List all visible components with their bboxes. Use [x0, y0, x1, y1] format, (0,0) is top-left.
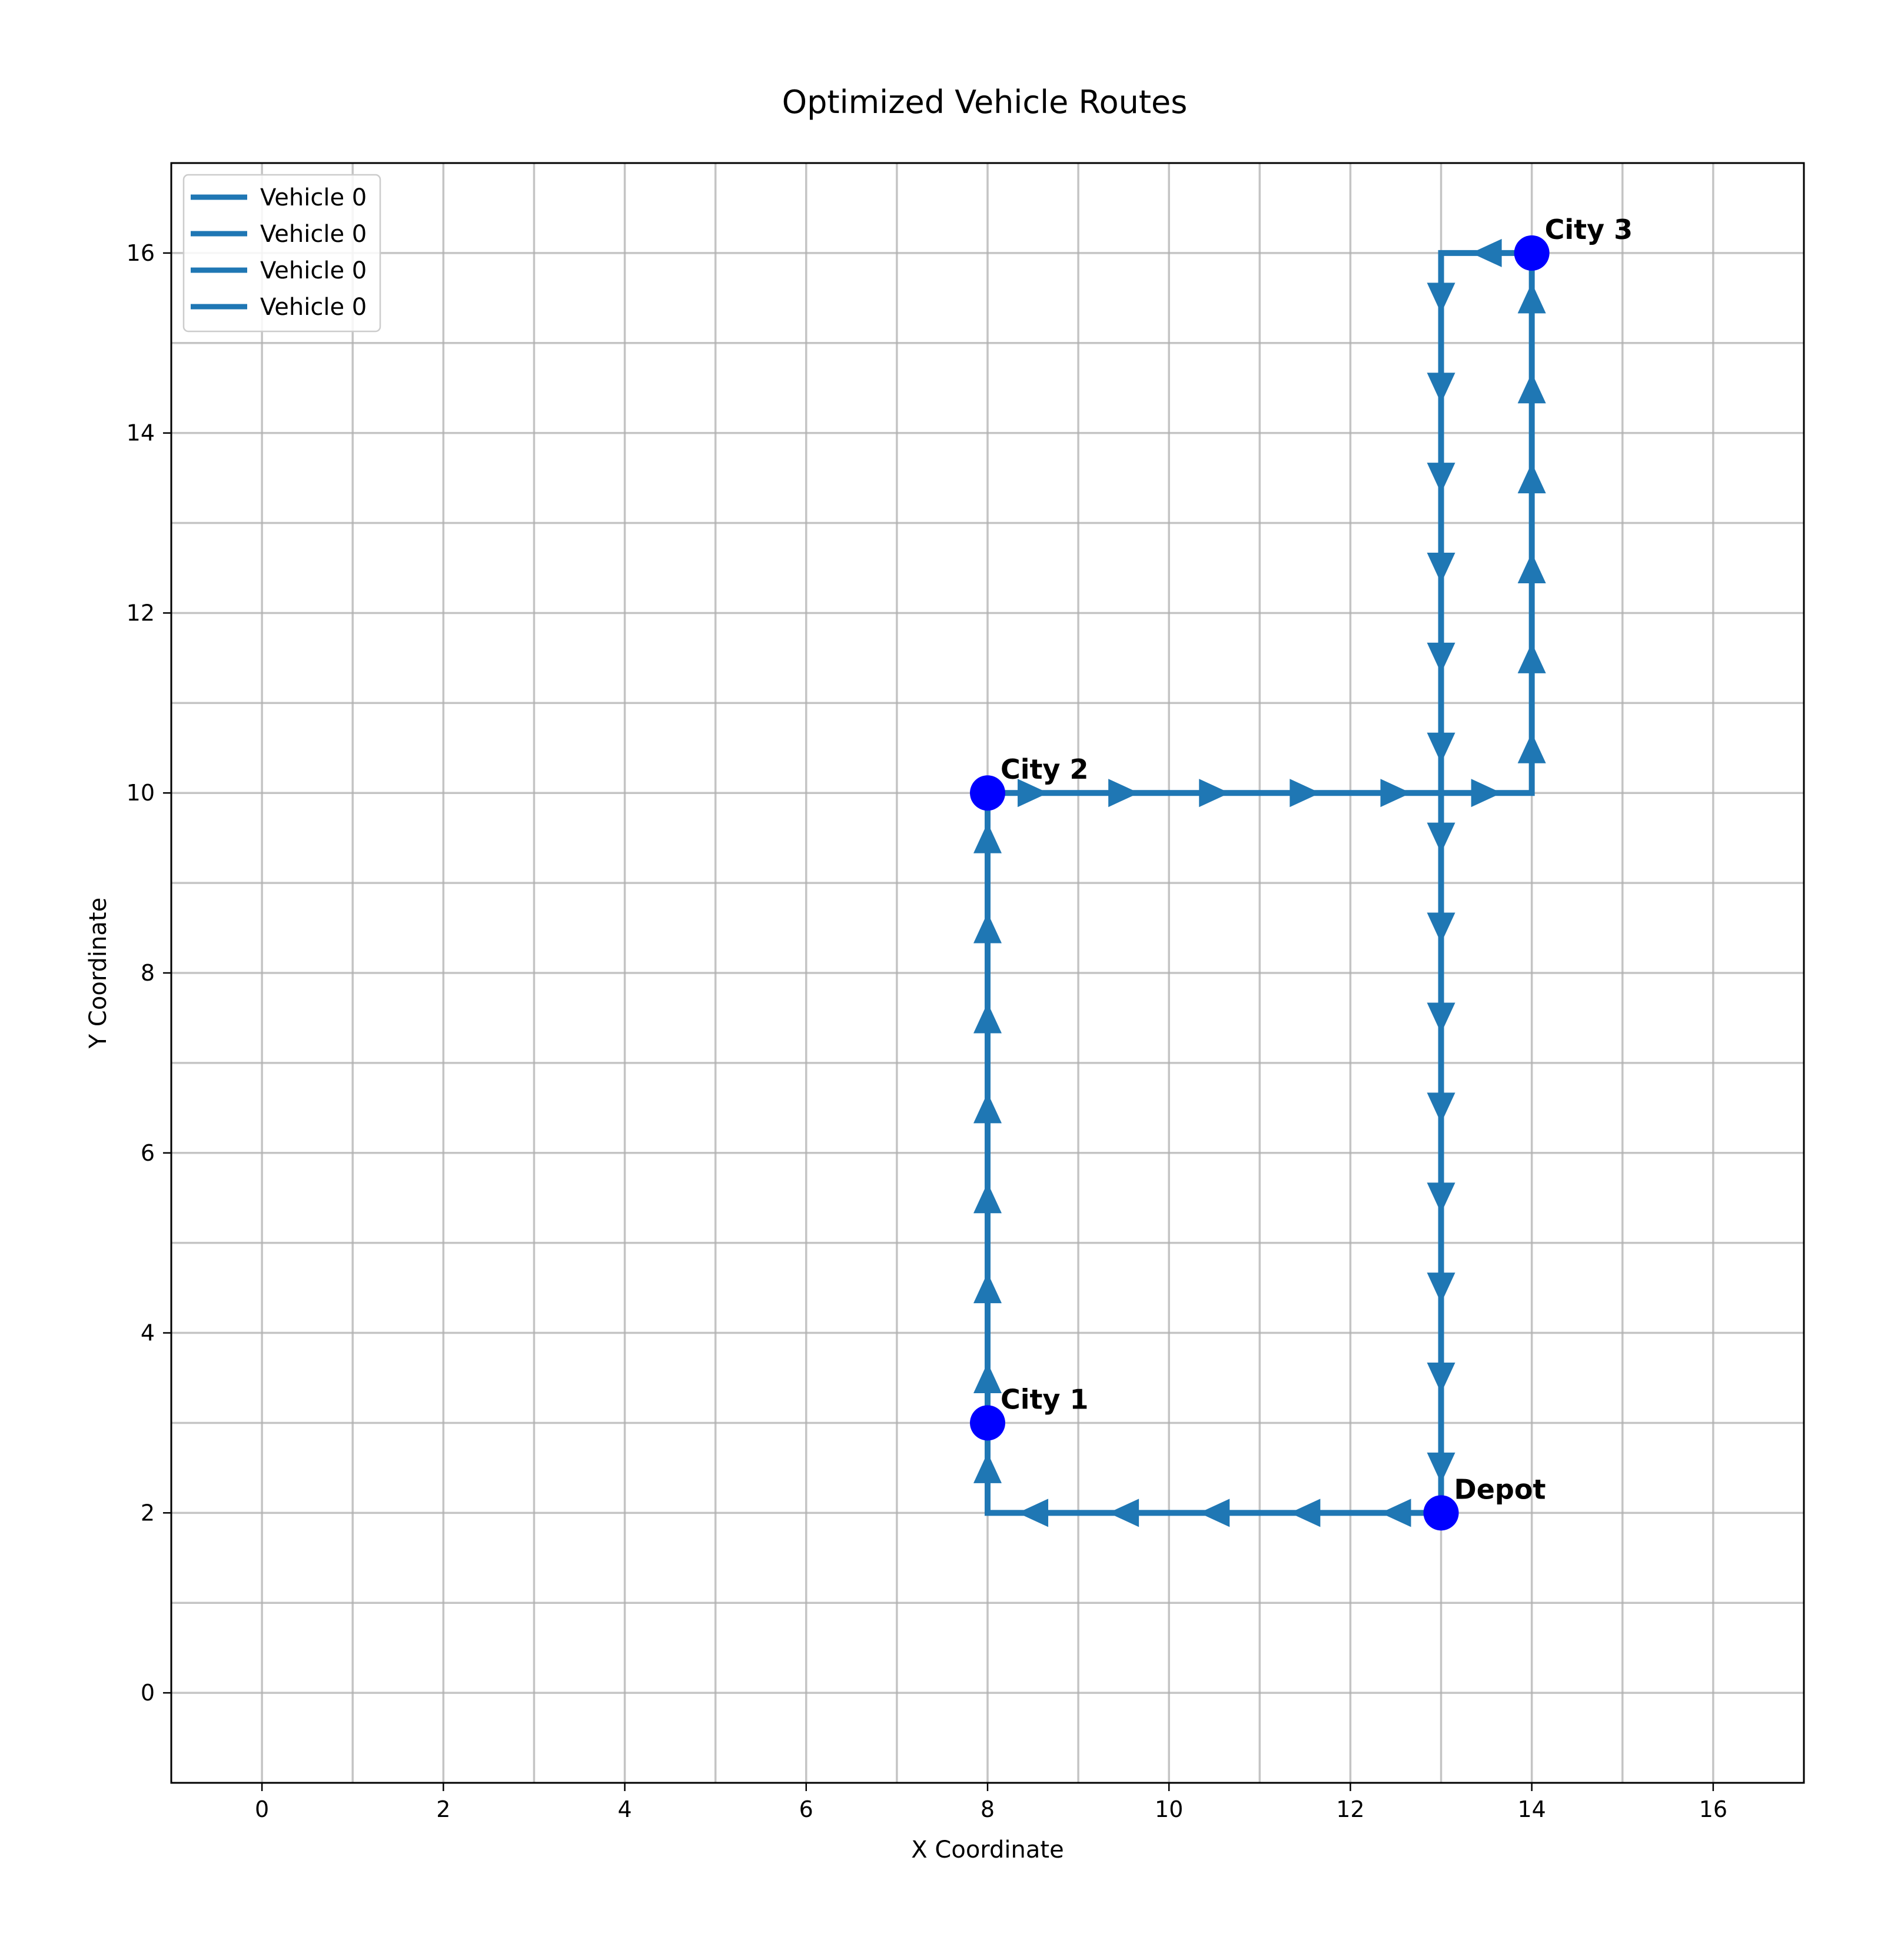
route-arrow [1427, 912, 1455, 944]
route-arrow [1290, 1499, 1321, 1527]
route-arrow [1108, 1499, 1139, 1527]
x-tick-label: 0 [255, 1796, 269, 1822]
route-arrow [1471, 238, 1502, 267]
node-marker [970, 1405, 1005, 1441]
route-arrow [973, 1452, 1002, 1483]
node-label: City 1 [1001, 1383, 1089, 1415]
route-arrow [973, 1273, 1002, 1304]
route-arrow [973, 1363, 1002, 1393]
route-arrow [1199, 1499, 1230, 1527]
route-arrow [1427, 463, 1455, 494]
route-arrow [1380, 1499, 1411, 1527]
route-arrow [1471, 779, 1502, 808]
route-arrow [1517, 463, 1546, 494]
route-line [988, 253, 1535, 796]
chart-title: Optimized Vehicle Routes [782, 84, 1188, 121]
legend-entry: Vehicle 0 [260, 294, 367, 321]
route-arrow [1517, 373, 1546, 404]
legend-entry: Vehicle 0 [260, 257, 367, 284]
route-arrow [1517, 553, 1546, 583]
route-arrow [1427, 283, 1455, 314]
legend-box [182, 174, 381, 333]
y-tick-label: 4 [141, 1320, 155, 1346]
node-label: City 2 [1001, 753, 1089, 785]
y-tick-label: 8 [141, 960, 155, 986]
node-marker [970, 775, 1005, 811]
route-arrow [973, 1092, 1002, 1124]
route-arrow [1290, 779, 1321, 808]
y-tick-label: 10 [127, 780, 155, 806]
route-arrow [1108, 779, 1139, 808]
x-tick-label: 12 [1336, 1796, 1364, 1822]
route-arrow [1427, 1452, 1455, 1483]
route-arrow [1018, 779, 1049, 808]
route-arrow [1427, 1182, 1455, 1214]
route-arrow [1427, 822, 1455, 853]
legend-entry: Vehicle 0 [260, 184, 367, 211]
route-arrows [973, 238, 1546, 1527]
x-tick-label: 4 [617, 1796, 632, 1822]
x-tick-label: 14 [1517, 1796, 1546, 1822]
route-arrow [1427, 1092, 1455, 1124]
x-tick-label: 10 [1155, 1796, 1183, 1822]
route-arrow [1427, 732, 1455, 763]
y-tick-label: 6 [141, 1140, 155, 1166]
route-arrow [973, 822, 1002, 853]
legend: Vehicle 0 Vehicle 0 Vehicle 0 Vehicle 0 [182, 174, 381, 333]
y-tick-label: 2 [141, 1500, 155, 1526]
route-arrow [1427, 1273, 1455, 1304]
route-arrow [1517, 283, 1546, 314]
route-arrow [1427, 1002, 1455, 1034]
route-arrow [1199, 779, 1230, 808]
route-arrow [1380, 779, 1411, 808]
x-tick-label: 8 [981, 1796, 995, 1822]
route-arrow [973, 912, 1002, 944]
x-axis-label: X Coordinate [911, 1836, 1064, 1863]
node-label: Depot [1454, 1473, 1546, 1505]
node-marker [1423, 1495, 1459, 1531]
x-tick-label: 16 [1699, 1796, 1727, 1822]
route-arrow [973, 1002, 1002, 1034]
node-label: City 3 [1545, 214, 1633, 245]
y-tick-label: 14 [127, 420, 155, 446]
legend-entry: Vehicle 0 [260, 221, 367, 248]
route-arrow [1427, 642, 1455, 673]
route-arrow [1018, 1499, 1049, 1527]
y-tick-label: 12 [127, 600, 155, 626]
route-arrow [1427, 373, 1455, 404]
y-axis-label: Y Coordinate [85, 898, 112, 1049]
route-arrow [973, 1182, 1002, 1214]
route-arrow [1517, 732, 1546, 763]
y-tick-label: 16 [127, 240, 155, 266]
axis-ticks: 0 2 4 6 8 10 12 14 16 0 2 4 6 8 10 12 14 16 [127, 240, 1727, 1822]
y-tick-label: 0 [141, 1680, 155, 1706]
x-tick-label: 2 [436, 1796, 450, 1822]
route-arrow [1517, 642, 1546, 673]
x-tick-label: 6 [799, 1796, 813, 1822]
route-arrow [1427, 553, 1455, 583]
route-arrow [1427, 1363, 1455, 1393]
node-marker [1514, 235, 1550, 271]
nodes: Depot City 1 City 2 City 3 [970, 214, 1633, 1531]
